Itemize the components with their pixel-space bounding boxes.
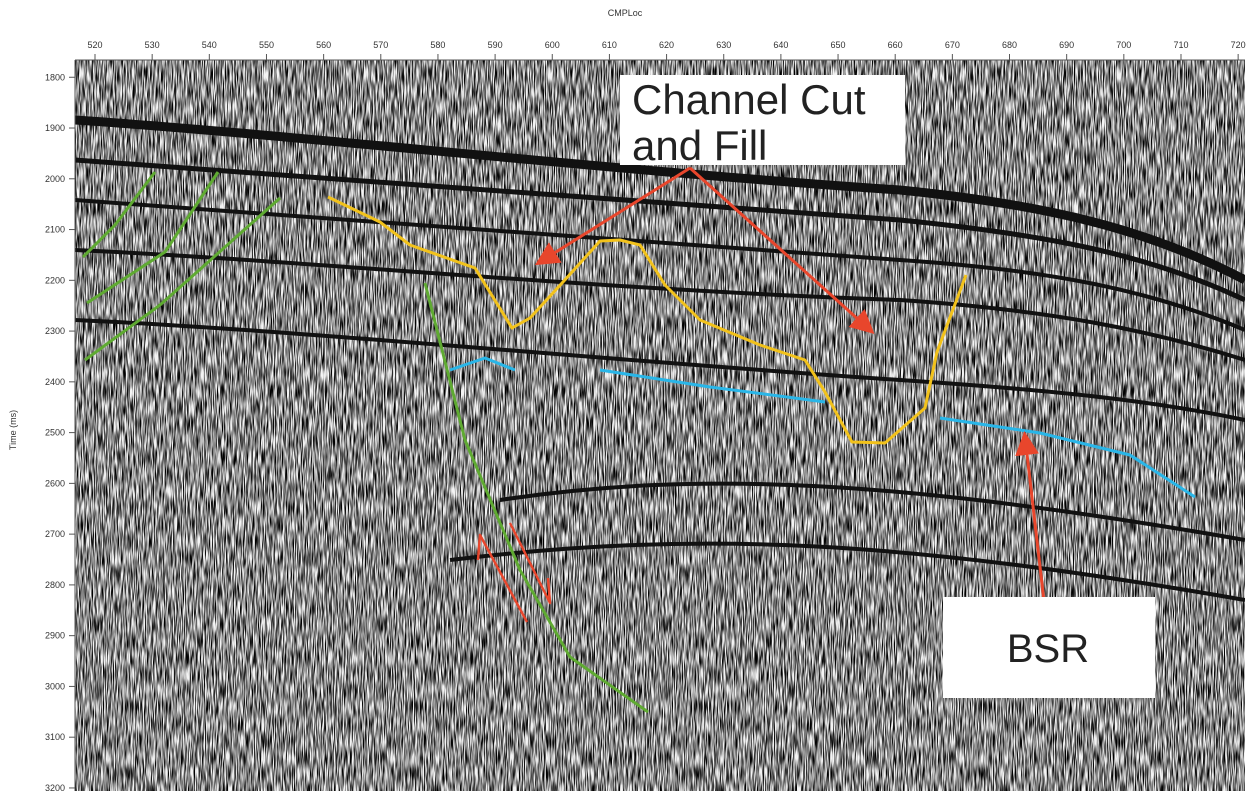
y-tick-label: 2300 [45,326,65,336]
annotation-box [620,75,905,165]
y-tick-label: 3100 [45,732,65,742]
annotation-text: BSR [1007,627,1089,671]
y-tick-label: 3200 [45,783,65,791]
x-tick-label: 720 [1231,40,1246,50]
annotation-text: and Fill [632,122,767,169]
x-tick-label: 620 [659,40,674,50]
x-tick-label: 550 [259,40,274,50]
annotation-bsr: BSR [943,597,1155,698]
x-tick-label: 610 [602,40,617,50]
x-axis-label: CMPLoc [608,8,643,18]
interpretation [81,171,1196,714]
x-tick-label: 580 [430,40,445,50]
x-tick-label: 600 [545,40,560,50]
y-tick-label: 2200 [45,275,65,285]
seismic-image [75,60,1245,791]
y-tick-label: 1800 [45,72,65,82]
y-axis-label: Time (ms) [8,410,18,450]
x-tick-label: 650 [831,40,846,50]
x-tick-label: 710 [1173,40,1188,50]
callout-arrows [534,166,1047,611]
x-tick-label: 540 [202,40,217,50]
y-tick-label: 2400 [45,377,65,387]
y-tick-label: 2500 [45,428,65,438]
y-tick-label: 2000 [45,174,65,184]
annotation-box [943,597,1155,698]
x-tick-label: 690 [1059,40,1074,50]
x-tick-label: 590 [488,40,503,50]
x-tick-label: 630 [716,40,731,50]
y-tick-label: 2600 [45,478,65,488]
x-tick-label: 520 [87,40,102,50]
y-tick-label: 1900 [45,123,65,133]
y-tick-label: 2700 [45,529,65,539]
x-tick-label: 560 [316,40,331,50]
reflectors [75,115,1245,602]
x-tick-label: 640 [773,40,788,50]
annotation-channel: Channel Cut and Fill [620,75,905,169]
x-tick-label: 570 [373,40,388,50]
y-tick-label: 2800 [45,580,65,590]
y-tick-label: 2900 [45,631,65,641]
y-tick-label: 3000 [45,681,65,691]
annotation-text: Channel Cut [632,76,866,123]
x-tick-label: 700 [1116,40,1131,50]
x-tick-label: 530 [145,40,160,50]
x-tick-label: 660 [888,40,903,50]
x-tick-label: 670 [945,40,960,50]
x-tick-label: 680 [1002,40,1017,50]
y-tick-label: 2100 [45,225,65,235]
